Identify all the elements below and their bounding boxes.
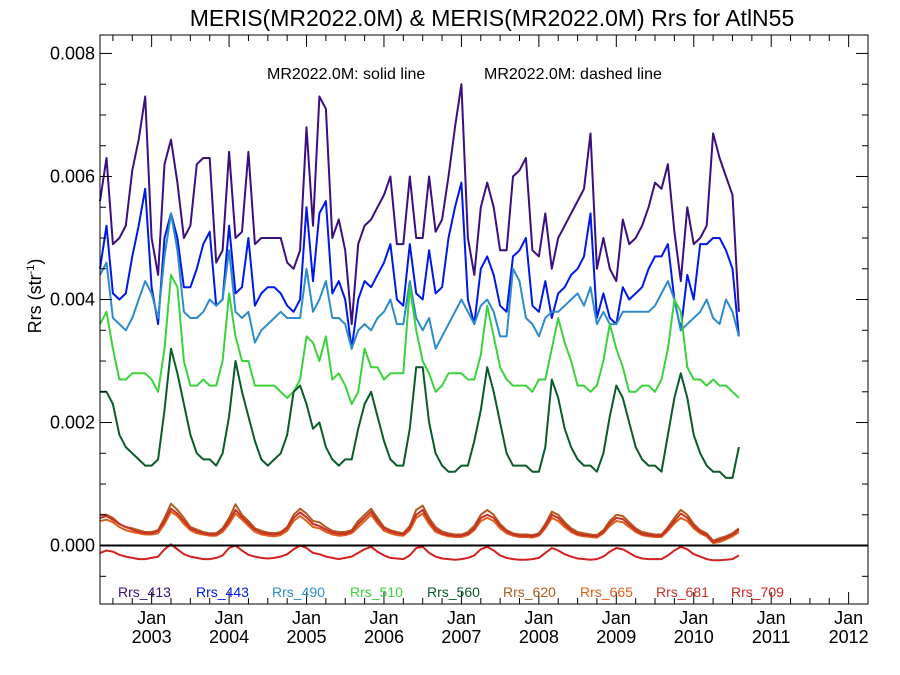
x-tick-label-year: 2008 [519, 627, 559, 647]
x-tick-label-year: 2012 [829, 627, 869, 647]
series-line-rrs-413 [99, 83, 740, 326]
series-line-rrs-620 [100, 502, 740, 542]
x-tick-label-year: 2003 [132, 627, 172, 647]
x-tick-label-month: Jan [524, 608, 553, 628]
series-line-rrs-560 [100, 347, 740, 479]
annotation-dashed-line: MR2022.0M: dashed line [484, 66, 662, 83]
y-axis-ticks: 0.000 0.002 0.004 0.006 0.008 [50, 43, 868, 577]
x-tick-label-year: 2011 [752, 627, 791, 647]
annotation-solid-line: MR2022.0M: solid line [267, 66, 425, 83]
y-tick-label: 0.002 [50, 413, 95, 433]
plot-frame [99, 34, 869, 605]
y-axis-label: Rrs (str-1) [25, 259, 45, 334]
series-line-rrs-443 [99, 181, 740, 350]
x-tick-label-month: Jan [137, 608, 166, 628]
series-layer [99, 83, 740, 562]
series-line-rrs-490 [99, 212, 740, 350]
series-line-rrs-510 [99, 273, 740, 406]
legend-entry-rrs-413: Rrs_413 [118, 584, 171, 600]
chart-title: MERIS(MR2022.0M) & MERIS(MR2022.0M) Rrs … [190, 5, 795, 31]
y-axis-label-close: ) [25, 259, 45, 265]
x-tick-label-month: Jan [679, 608, 708, 628]
x-tick-label-year: 2007 [441, 627, 481, 647]
x-tick-label-year: 2005 [286, 627, 326, 647]
y-axis-label-superscript: -1 [25, 265, 37, 275]
x-tick-label-year: 2004 [209, 627, 249, 647]
legend-entry-rrs-443: Rrs_443 [196, 584, 249, 600]
y-tick-label: 0.000 [50, 536, 95, 556]
y-tick-label: 0.006 [50, 166, 95, 186]
series-line-rrs-665 [99, 510, 740, 545]
series-line-rrs-681 [99, 507, 740, 543]
x-tick-label-month: Jan [369, 608, 398, 628]
y-tick-label: 0.004 [50, 290, 95, 310]
legend-entry-rrs-560: Rrs_560 [427, 584, 480, 600]
x-tick-label-month: Jan [602, 608, 631, 628]
legend-entry-rrs-510: Rrs_510 [350, 584, 403, 600]
legend-entry-rrs-709: Rrs_709 [731, 584, 784, 600]
x-tick-label-year: 2009 [596, 627, 636, 647]
legend: Rrs_413 Rrs_443 Rrs_490 Rrs_510 Rrs_560 Rrs_6… [118, 584, 784, 600]
x-tick-label-year: 2010 [674, 627, 714, 647]
y-tick-label: 0.008 [50, 43, 95, 63]
legend-entry-rrs-490: Rrs_490 [272, 584, 325, 600]
x-tick-label-month: Jan [757, 608, 786, 628]
series-line-rrs-709 [99, 543, 740, 562]
legend-entry-rrs-620: Rrs_620 [503, 584, 556, 600]
x-tick-label-year: 2006 [364, 627, 404, 647]
x-tick-label-month: Jan [292, 608, 321, 628]
y-axis-label-main: Rrs (str [25, 274, 45, 333]
x-tick-label-month: Jan [447, 608, 476, 628]
x-tick-label-month: Jan [215, 608, 244, 628]
x-tick-label-month: Jan [834, 608, 863, 628]
legend-entry-rrs-665: Rrs_665 [580, 584, 633, 600]
x-axis-ticks: Jan2003Jan2004Jan2005Jan2006Jan2007Jan20… [112, 35, 869, 647]
legend-entry-rrs-681: Rrs_681 [656, 584, 709, 600]
